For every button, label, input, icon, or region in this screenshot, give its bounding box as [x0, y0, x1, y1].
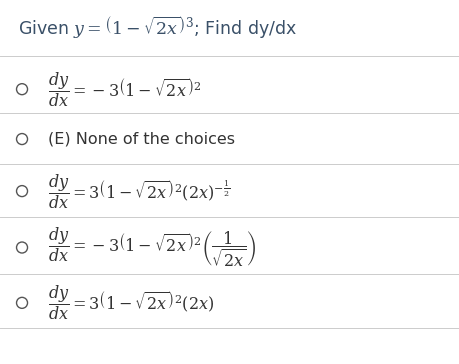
Text: $\dfrac{dy}{dx} = 3\left(1 - \sqrt{2x}\right)^2(2x)^{-\frac{1}{2}}$: $\dfrac{dy}{dx} = 3\left(1 - \sqrt{2x}\r… — [48, 171, 230, 211]
Text: (E) None of the choices: (E) None of the choices — [48, 131, 235, 147]
Text: $\dfrac{dy}{dx} = -3\left(1 - \sqrt{2x}\right)^2 \left(\dfrac{1}{\sqrt{2x}}\righ: $\dfrac{dy}{dx} = -3\left(1 - \sqrt{2x}\… — [48, 226, 257, 269]
Text: $\dfrac{dy}{dx} = 3\left(1 - \sqrt{2x}\right)^2(2x)$: $\dfrac{dy}{dx} = 3\left(1 - \sqrt{2x}\r… — [48, 283, 214, 323]
Text: Given $y = \left(1 - \sqrt{2x}\right)^3$; Find dy/dx: Given $y = \left(1 - \sqrt{2x}\right)^3$… — [18, 15, 297, 41]
Text: $\dfrac{dy}{dx} = -3\left(1 - \sqrt{2x}\right)^2$: $\dfrac{dy}{dx} = -3\left(1 - \sqrt{2x}\… — [48, 70, 202, 109]
